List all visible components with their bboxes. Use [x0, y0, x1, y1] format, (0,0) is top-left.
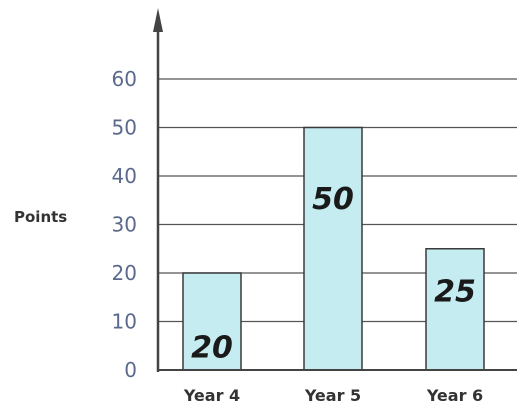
y-tick-label: 10 — [112, 310, 137, 334]
bar — [425, 248, 485, 371]
x-tick-labels: Year 4 Year 5 Year 6 — [183, 386, 483, 405]
data-label: 20 — [191, 331, 233, 366]
data-label: 25 — [434, 274, 476, 309]
y-tick-label: 60 — [112, 67, 137, 91]
x-tick-label: Year 4 — [183, 386, 240, 405]
y-tick-label: 50 — [112, 116, 137, 140]
y-axis-label: Points — [14, 208, 67, 226]
y-tick-label: 30 — [112, 213, 137, 237]
y-tick-label: 20 — [112, 261, 137, 285]
bars — [182, 126, 485, 371]
data-labels: 20 50 25 — [191, 182, 476, 366]
axes — [153, 8, 517, 372]
y-tick-labels: 0 10 20 30 40 50 60 — [112, 67, 137, 382]
y-tick-label: 40 — [112, 164, 137, 188]
x-tick-label: Year 6 — [426, 386, 483, 405]
data-label: 50 — [312, 182, 354, 217]
x-tick-label: Year 5 — [304, 386, 361, 405]
bar — [303, 126, 363, 371]
y-axis-arrow-icon — [153, 8, 163, 32]
y-tick-label: 0 — [124, 358, 137, 382]
